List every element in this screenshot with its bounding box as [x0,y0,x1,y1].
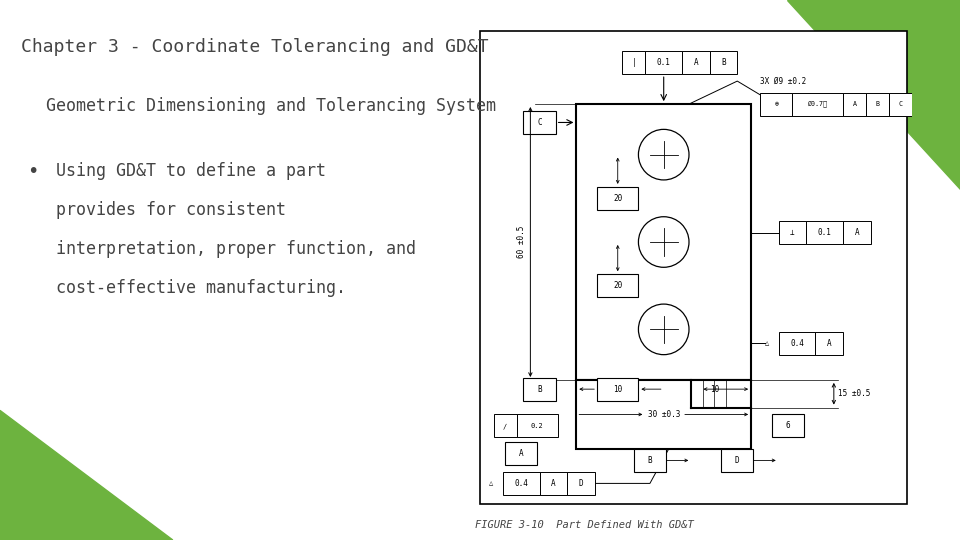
Text: Using GD&T to define a part: Using GD&T to define a part [56,162,325,180]
Text: Chapter 3 - Coordinate Tolerancing and GD&T: Chapter 3 - Coordinate Tolerancing and G… [21,38,489,56]
Bar [721,449,754,472]
Text: 15 ±0.5: 15 ±0.5 [838,389,871,398]
Text: 20: 20 [613,194,622,203]
Bar [493,414,516,437]
Bar [503,472,540,495]
Text: D: D [735,456,739,465]
Text: 0.4: 0.4 [790,339,804,348]
Text: 6: 6 [785,421,790,430]
Bar [516,414,558,437]
Text: 10: 10 [613,384,622,394]
Text: 0.1: 0.1 [818,228,831,237]
Text: A: A [854,228,859,237]
Bar [683,51,709,74]
Text: △: △ [765,340,769,346]
Text: 0.4: 0.4 [515,479,528,488]
Text: FIGURE 3-10  Part Defined With GD&T: FIGURE 3-10 Part Defined With GD&T [475,520,694,530]
Text: interpretation, proper function, and: interpretation, proper function, and [56,240,416,258]
Bar [772,414,804,437]
Text: •: • [27,162,38,181]
Bar [622,51,645,74]
Circle shape [638,130,689,180]
Bar [576,104,751,380]
Bar [779,332,815,355]
Bar [523,377,556,401]
Bar [567,472,595,495]
Text: 3X Ø9 ±0.2: 3X Ø9 ±0.2 [760,77,806,85]
Text: cost-effective manufacturing.: cost-effective manufacturing. [56,279,346,296]
Text: 10: 10 [709,384,719,394]
Bar [576,380,751,449]
Text: 0.2: 0.2 [531,423,543,429]
Text: B: B [538,384,541,394]
Text: ⊕: ⊕ [775,101,779,107]
Bar [889,92,912,116]
Text: A: A [693,58,698,67]
Text: A: A [827,339,831,348]
Text: A: A [518,449,523,458]
Bar [645,51,683,74]
Text: |: | [632,58,636,67]
Text: B: B [876,101,879,107]
Text: 20: 20 [613,281,622,290]
Text: Ø0.7Ⓜ: Ø0.7Ⓜ [807,100,828,107]
Bar [597,274,638,297]
Text: C: C [538,118,541,127]
Circle shape [638,217,689,267]
Bar [779,221,806,244]
Bar [760,92,792,116]
Text: ∕: ∕ [503,423,507,429]
Bar [815,332,843,355]
Bar [792,92,843,116]
Text: ⊥: ⊥ [790,228,795,237]
Bar [843,92,866,116]
Bar [709,51,737,74]
Bar [505,442,538,465]
Text: B: B [721,58,726,67]
Bar [634,449,666,472]
Bar [597,377,638,401]
Bar [866,92,889,116]
Text: D: D [579,479,584,488]
Text: C: C [899,101,902,107]
Text: 60 ±0.5: 60 ±0.5 [516,226,526,258]
Bar [597,187,638,210]
Text: 30 ±0.3: 30 ±0.3 [648,410,680,419]
Bar [540,472,567,495]
Text: provides for consistent: provides for consistent [56,201,286,219]
Text: △: △ [489,481,493,487]
Bar [806,221,843,244]
Circle shape [638,304,689,355]
Text: 0.1: 0.1 [657,58,671,67]
Text: A: A [852,101,856,107]
Text: A: A [551,479,556,488]
Text: Geometric Dimensioning and Tolerancing System: Geometric Dimensioning and Tolerancing S… [46,97,496,115]
Bar [523,111,556,134]
Text: B: B [648,456,652,465]
Bar [843,221,871,244]
